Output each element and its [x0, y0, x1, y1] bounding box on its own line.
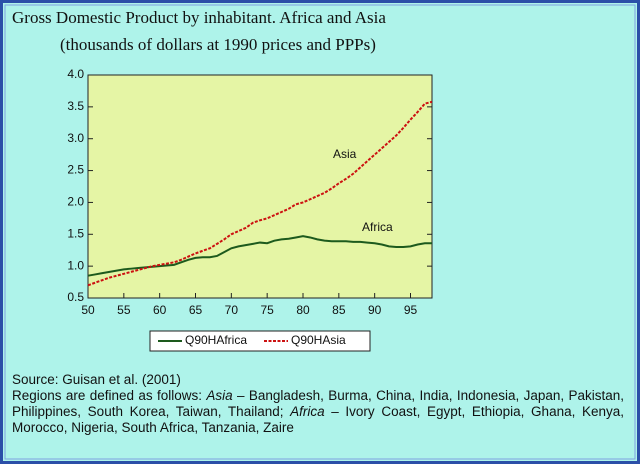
y-tick-label: 1.5	[67, 226, 84, 240]
y-tick-label: 2.5	[67, 163, 84, 177]
annotation: Africa	[362, 220, 393, 234]
y-tick-label: 3.0	[67, 131, 84, 145]
legend-label: Q90HAfrica	[185, 333, 247, 347]
inner-frame	[4, 4, 636, 460]
y-tick-label: 2.0	[67, 195, 84, 209]
x-tick-label: 80	[296, 303, 310, 317]
x-tick-label: 50	[81, 303, 95, 317]
y-tick-label: 1.0	[67, 258, 84, 272]
legend-label: Q90HAsia	[291, 333, 346, 347]
x-tick-label: 95	[404, 303, 418, 317]
x-tick-label: 60	[153, 303, 167, 317]
x-tick-label: 70	[225, 303, 239, 317]
annotation: Asia	[333, 147, 357, 161]
source: Source: Guisan et al. (2001)	[12, 372, 181, 387]
legend-box	[149, 330, 371, 352]
note-text: – Ivory Coast, Egypt, Ethiopia, Ghana, K…	[12, 404, 625, 435]
series-line	[87, 100, 433, 287]
x-tick-label: 65	[189, 303, 203, 317]
plot-area	[87, 74, 433, 299]
note-text: Asia	[206, 388, 233, 403]
y-tick-label: 4.0	[67, 67, 84, 81]
chart-subtitle: (thousands of dollars at 1990 prices and…	[60, 35, 376, 54]
x-tick-label: 55	[117, 303, 131, 317]
note-text: – Bangladesh, Burma, China, India, Indon…	[12, 388, 624, 419]
note-text: Regions are defined as follows:	[12, 388, 207, 403]
x-tick-label: 75	[260, 303, 274, 317]
x-tick-label: 90	[368, 303, 382, 317]
y-tick-label: 0.5	[67, 290, 84, 304]
notes: Source: Guisan et al. (2001) Regions are…	[12, 372, 624, 436]
note-text: Africa	[290, 404, 325, 419]
chart-title: Gross Domestic Product by inhabitant. Af…	[12, 8, 386, 27]
y-tick-label: 3.5	[67, 99, 84, 113]
x-tick-label: 85	[332, 303, 346, 317]
regions-note: Regions are defined as follows: Asia – B…	[12, 388, 624, 436]
